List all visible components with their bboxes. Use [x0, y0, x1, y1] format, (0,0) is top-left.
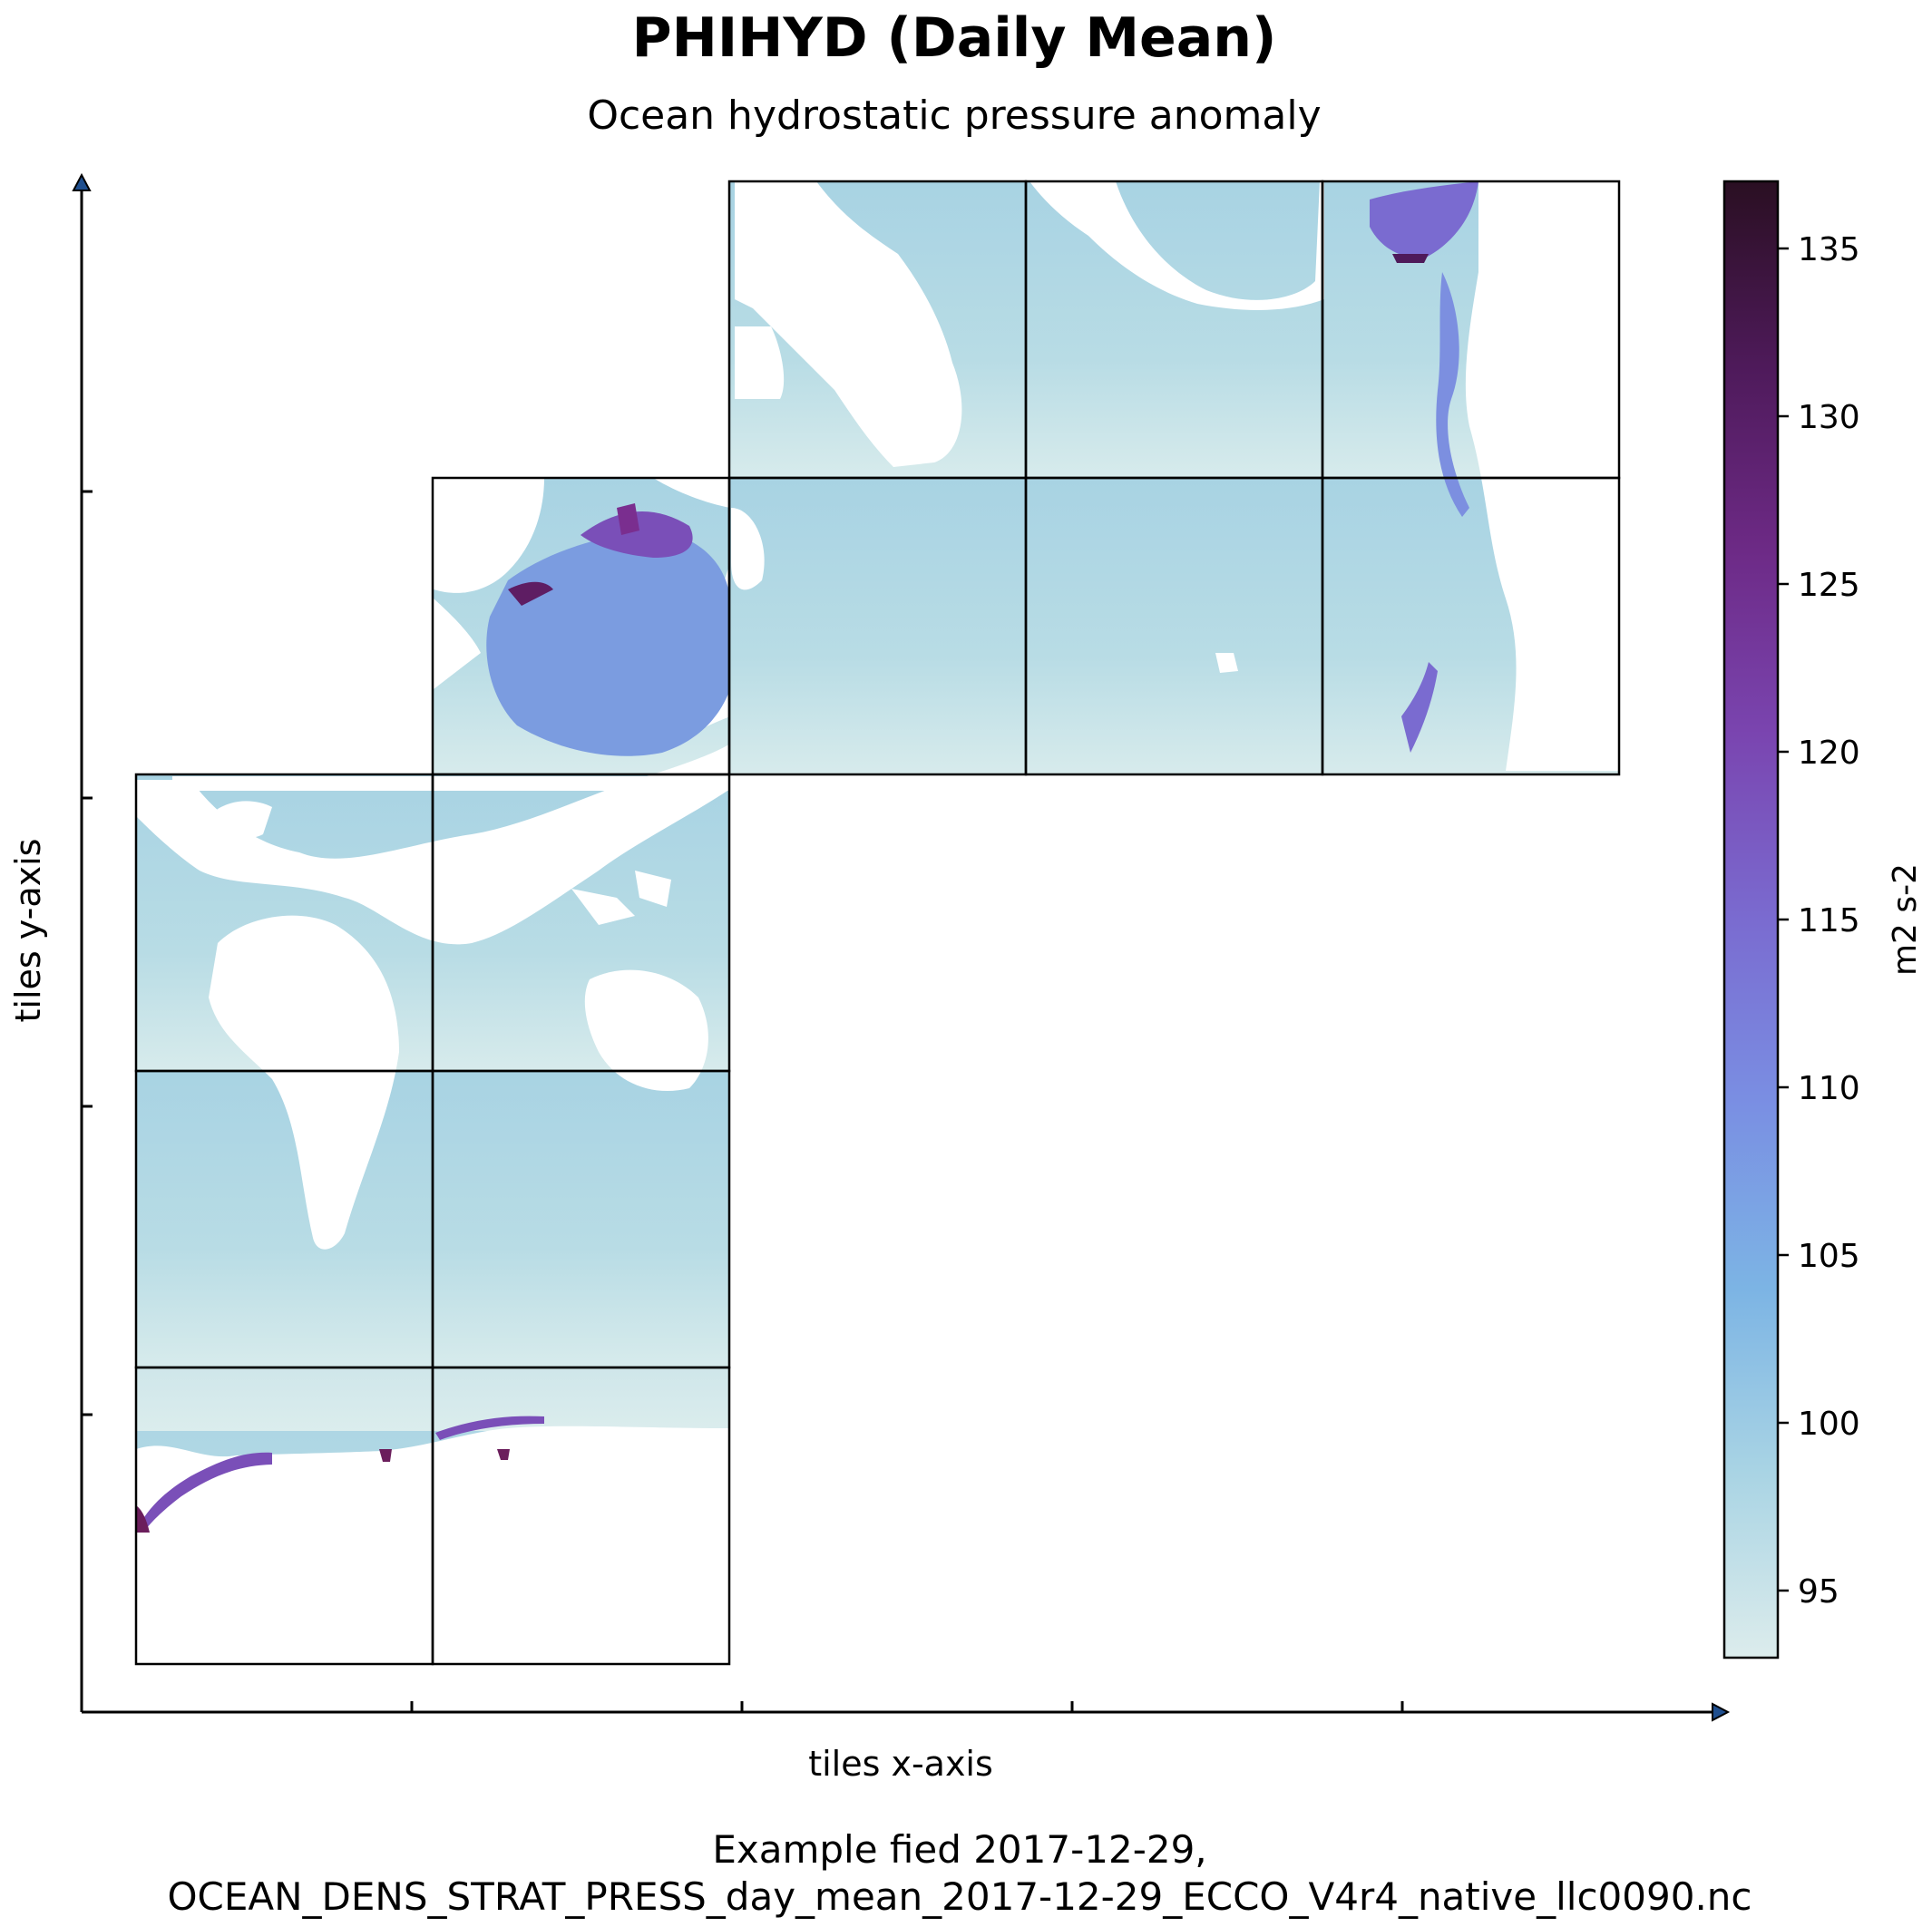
colorbar-tick-label: 95	[1798, 1573, 1839, 1611]
x-axis-label: tiles x-axis	[808, 1744, 993, 1784]
colorbar-tick-label: 120	[1798, 735, 1860, 772]
chart-subtitle: Ocean hydrostatic pressure anomaly	[587, 92, 1321, 139]
tile-ocean	[1026, 478, 1322, 774]
colorbar-ticks: 95 100 105 110 115 120 125 130 135	[1778, 231, 1860, 1611]
y-axis-label: tiles y-axis	[8, 839, 48, 1023]
colorbar-tick-label: 130	[1798, 399, 1860, 436]
colorbar-tick-label: 125	[1798, 567, 1860, 604]
colorbar: 95 100 105 110 115 120 125 130 135 m2 s-2	[1724, 181, 1924, 1658]
colorbar-tick-label: 110	[1798, 1070, 1860, 1107]
colorbar-tick-label: 100	[1798, 1406, 1860, 1443]
tile-ocean	[729, 478, 1026, 774]
footer-line-2: OCEAN_DENS_STRAT_PRESS_day_mean_2017-12-…	[167, 1874, 1751, 1919]
tile-field	[136, 181, 1619, 1666]
colorbar-tick-label: 105	[1798, 1238, 1860, 1275]
eurasia-land	[172, 776, 730, 791]
colorbar-body	[1724, 181, 1778, 1658]
colorbar-tick-label: 135	[1798, 231, 1860, 268]
chart-title: PHIHYD (Daily Mean)	[632, 6, 1277, 70]
tile-ocean	[136, 1071, 433, 1367]
footer-line-1: Example fied 2017-12-29,	[712, 1827, 1206, 1872]
tile-ocean	[433, 1071, 729, 1367]
x-axis-arrow	[1712, 1704, 1728, 1720]
colorbar-label: m2 s-2	[1887, 863, 1924, 976]
top-right-extreme	[1392, 254, 1429, 263]
colorbar-tick-label: 115	[1798, 902, 1860, 939]
tile-ocean	[1026, 181, 1322, 478]
y-axis-arrow	[73, 175, 90, 190]
